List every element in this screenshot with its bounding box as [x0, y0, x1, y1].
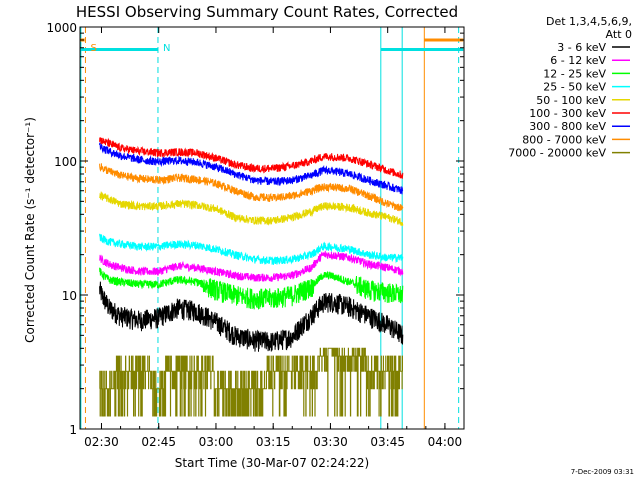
- series-line-8: [99, 347, 403, 417]
- plot-frame: [79, 26, 465, 430]
- series-5: [99, 137, 404, 179]
- x-axis: 02:30 02:45 03:00 03:15 03:30 03:45 04:00: [84, 27, 465, 449]
- series-line-5: [99, 137, 404, 179]
- y-tick-label-0: 1: [69, 423, 77, 437]
- legend-header-line-1: Det 1,3,4,5,6,9,: [546, 15, 632, 28]
- legend-label-4: 50 - 100 keV: [536, 94, 606, 107]
- legend-label-2: 12 - 25 keV: [543, 67, 606, 80]
- legend-label-1: 6 - 12 keV: [550, 54, 606, 67]
- series-1: [99, 250, 404, 282]
- legend-label-8: 7000 - 20000 keV: [508, 147, 606, 160]
- legend-label-6: 300 - 800 keV: [529, 120, 606, 133]
- x-tick-label-4: 03:30: [313, 435, 348, 449]
- x-tick-label-3: 03:15: [256, 435, 291, 449]
- y-tick-label-1: 10: [62, 289, 77, 303]
- x-tick-label-2: 03:00: [199, 435, 234, 449]
- x-tick-label-5: 03:45: [370, 435, 405, 449]
- y-axis-label: Corrected Count Rate (s⁻¹ detector⁻¹): [23, 117, 37, 343]
- series-line-4: [99, 191, 404, 227]
- chart-title: HESSI Observing Summary Count Rates, Cor…: [76, 3, 458, 21]
- y-tick-label-3: 1000: [46, 21, 77, 35]
- legend-label-0: 3 - 6 keV: [557, 41, 606, 54]
- series-2: [99, 267, 404, 310]
- footer-date: 7-Dec-2009 03:31: [571, 468, 634, 476]
- series-6: [99, 142, 404, 195]
- x-tick-label-6: 04:00: [428, 435, 463, 449]
- series-3: [99, 233, 404, 266]
- legend-header-line-2: Att 0: [606, 28, 632, 41]
- y-tick-label-2: 100: [54, 155, 77, 169]
- series-0: [99, 281, 404, 352]
- series-4: [99, 191, 404, 227]
- series-line-7: [99, 163, 404, 212]
- x-axis-label: Start Time (30-Mar-07 02:24:22): [175, 456, 369, 470]
- legend-label-3: 25 - 50 keV: [543, 81, 606, 94]
- marker-label-1: N: [163, 43, 170, 54]
- y-axis: 1 10 100 1000: [46, 21, 464, 437]
- legend-label-5: 100 - 300 keV: [529, 107, 606, 120]
- x-tick-label-1: 02:45: [141, 435, 176, 449]
- series-line-2: [99, 267, 404, 310]
- marker-label-0: S: [90, 43, 96, 54]
- series-8: [99, 347, 403, 417]
- x-tick-label-0: 02:30: [84, 435, 119, 449]
- series-line-1: [99, 250, 404, 282]
- legend-label-7: 800 - 7000 keV: [522, 133, 606, 146]
- series-line-0: [99, 281, 404, 352]
- series-7: [99, 163, 404, 212]
- series-line-3: [99, 233, 404, 266]
- series-line-6: [99, 142, 404, 195]
